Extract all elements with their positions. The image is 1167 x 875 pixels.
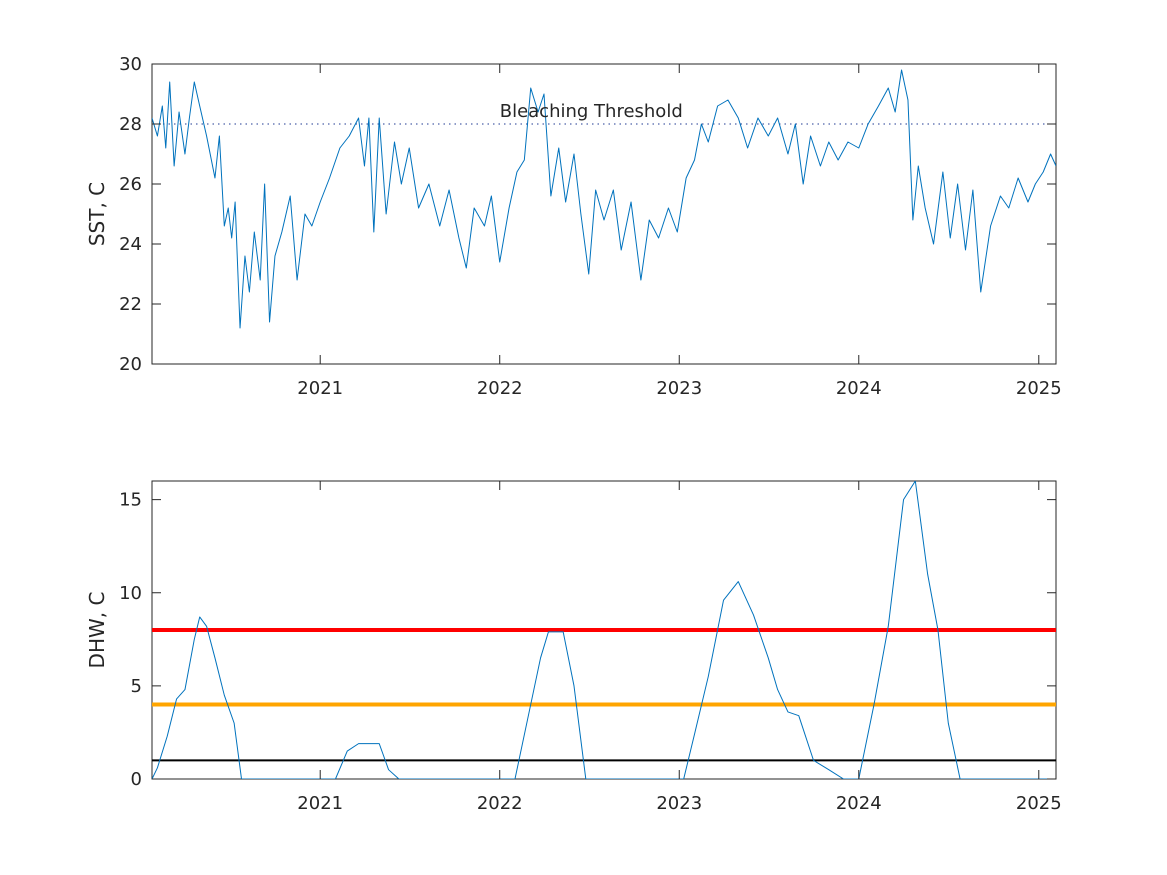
dhw-x-tick-label: 2023 [656,793,702,814]
sst-threshold-label: Bleaching Threshold [500,101,683,122]
dhw-x-tick-label: 2024 [836,793,882,814]
sst-y-axis-label: SST, C [85,182,109,246]
sst-y-tick-label: 20 [119,354,142,375]
sst-axes-box [151,63,1057,365]
dhw-y-tick-label: 10 [119,583,142,604]
dhw-x-tick-label: 2025 [1016,793,1062,814]
dhw-series-line-0 [152,481,1056,779]
sst-plot-area [152,69,1056,329]
dhw-plot-area [152,481,1056,779]
sst-y-tick-label: 24 [119,234,142,255]
sst-y-tick-label: 26 [119,174,142,195]
sst-y-tick-label: 30 [119,54,142,75]
dhw-y-tick-label: 5 [131,676,142,697]
sst-y-tick-label: 22 [119,294,142,315]
sst-x-tick-label: 2025 [1016,378,1062,399]
dhw-x-tick-label: 2022 [477,793,523,814]
sst-x-tick-label: 2021 [297,378,343,399]
dhw-x-tick-label: 2021 [297,793,343,814]
sst-x-tick-label: 2022 [477,378,523,399]
dhw-y-tick-label: 0 [131,769,142,790]
sst-series-line-0 [152,69,1056,329]
dhw-y-tick-label: 15 [119,490,142,511]
dhw-y-axis-label: DHW, C [85,592,109,669]
sst-x-tick-label: 2024 [836,378,882,399]
sst-y-tick-label: 28 [119,114,142,135]
dhw-panel: 2021 2022 2023 2024 2025 0 5 10 15 DHW, C [85,480,1062,814]
sst-x-tick-label: 2023 [656,378,702,399]
